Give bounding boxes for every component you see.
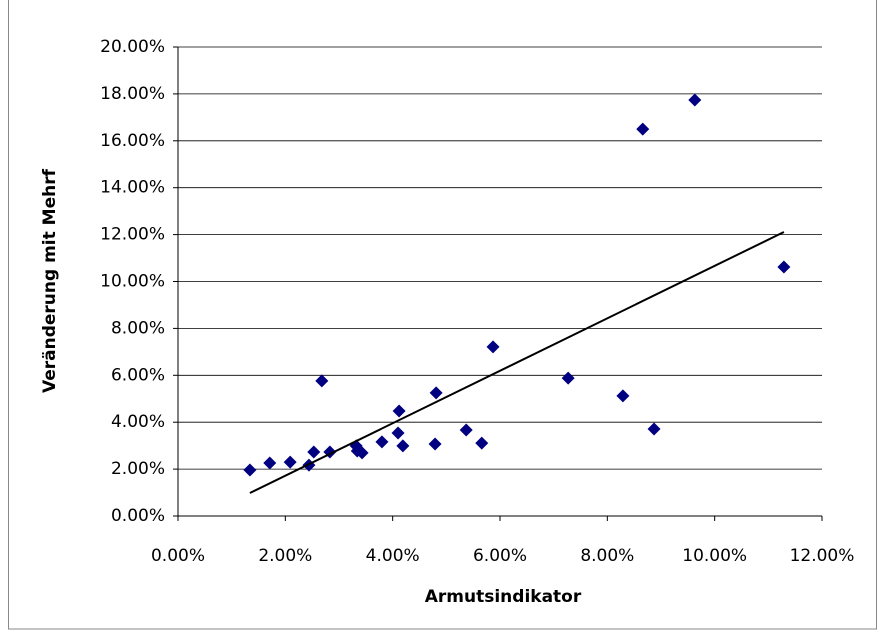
- x-tick-label: 0.00%: [151, 546, 205, 566]
- data-point: [315, 374, 329, 388]
- x-tick-label: 8.00%: [580, 546, 634, 566]
- data-point: [307, 445, 321, 459]
- y-axis-title: Veränderung mit Mehrf: [40, 168, 60, 393]
- data-point: [429, 386, 443, 400]
- data-point: [486, 340, 500, 354]
- y-tick-label: 12.00%: [100, 225, 165, 245]
- data-point: [283, 455, 297, 469]
- data-point: [777, 260, 791, 274]
- x-tick-label: 4.00%: [366, 546, 420, 566]
- y-tick-label: 4.00%: [111, 412, 165, 432]
- data-point: [647, 422, 661, 436]
- data-point: [459, 423, 473, 437]
- y-tick-label: 0.00%: [111, 506, 165, 526]
- chart-frame: [8, 0, 877, 630]
- data-point: [475, 436, 489, 450]
- data-point: [561, 371, 575, 385]
- data-point: [688, 93, 702, 107]
- data-point: [391, 426, 405, 440]
- data-point: [428, 437, 442, 451]
- y-tick-label: 8.00%: [111, 318, 165, 338]
- y-tick-label: 10.00%: [100, 272, 165, 292]
- data-point: [355, 446, 369, 460]
- x-tick-label: 6.00%: [473, 546, 527, 566]
- data-point: [392, 404, 406, 418]
- y-tick-label: 6.00%: [111, 365, 165, 385]
- data-point: [396, 439, 410, 453]
- data-point: [243, 463, 257, 477]
- y-tick-label: 2.00%: [111, 459, 165, 479]
- data-point: [375, 435, 389, 449]
- x-axis-title: Armutsindikator: [425, 587, 582, 607]
- x-tick-label: 12.00%: [790, 546, 855, 566]
- data-point: [636, 122, 650, 136]
- x-tick-label: 10.00%: [682, 546, 747, 566]
- data-point: [616, 389, 630, 403]
- y-tick-label: 18.00%: [100, 84, 165, 104]
- trend-line: [249, 231, 785, 494]
- y-tick-label: 14.00%: [100, 178, 165, 198]
- y-tick-label: 20.00%: [100, 37, 165, 57]
- x-tick-label: 2.00%: [258, 546, 312, 566]
- data-point: [263, 456, 277, 470]
- y-tick-label: 16.00%: [100, 131, 165, 151]
